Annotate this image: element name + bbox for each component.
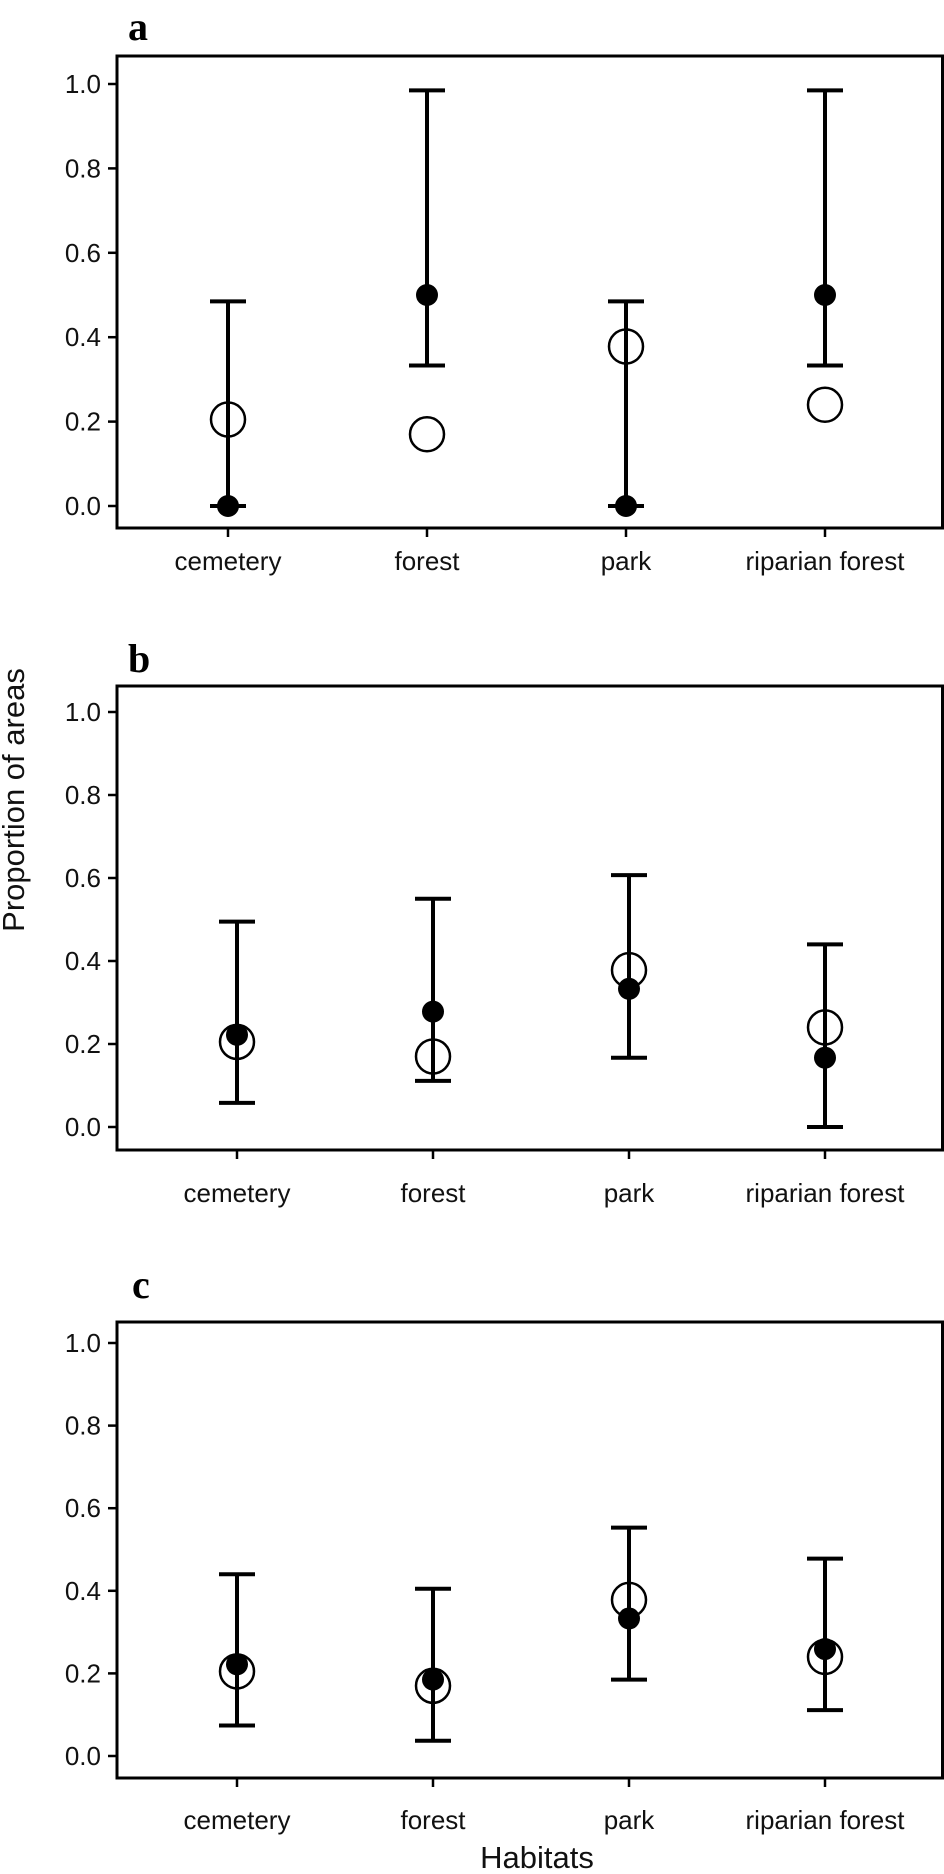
filled-point xyxy=(814,1046,836,1069)
y-tick-label: 1.0 xyxy=(65,697,101,727)
y-tick-label: 0.0 xyxy=(65,491,101,521)
panel-b: b 0.0 0.2 0.4 0.6 0.8 1.0 cemetery forest park rip… xyxy=(65,636,944,1208)
x-axis-title: Habitats xyxy=(480,1840,594,1874)
x-tick-label: riparian forest xyxy=(746,1805,906,1835)
x-tick-label: park xyxy=(604,1178,656,1208)
open-point xyxy=(806,386,844,423)
filled-point xyxy=(422,1668,444,1691)
y-tick-label: 0.8 xyxy=(65,1411,101,1441)
error-bar xyxy=(611,1525,647,1682)
y-tick-label: 0.0 xyxy=(65,1112,101,1142)
y-tick-label: 0.2 xyxy=(65,1658,101,1688)
error-bar xyxy=(807,1556,843,1713)
error-bar xyxy=(219,919,255,1105)
filled-point xyxy=(416,284,438,306)
plot-frame xyxy=(115,684,944,1152)
y-tick-label: 0.2 xyxy=(65,407,101,437)
filled-point xyxy=(422,1000,444,1023)
panel-letter: b xyxy=(128,636,150,681)
error-bar xyxy=(608,299,644,508)
open-point xyxy=(806,1009,844,1046)
x-tick-label: cemetery xyxy=(184,1178,291,1208)
y-tick-label: 0.8 xyxy=(65,153,101,183)
filled-point xyxy=(217,495,239,517)
error-bar xyxy=(807,88,843,368)
x-tick-label: forest xyxy=(400,1178,466,1208)
x-tick-label: park xyxy=(604,1805,656,1835)
filled-point xyxy=(226,1023,248,1046)
open-point xyxy=(414,1038,452,1075)
y-tick-label: 0.4 xyxy=(65,946,101,976)
panel-letter: a xyxy=(128,4,148,49)
filled-point xyxy=(226,1653,248,1676)
filled-point xyxy=(814,1638,836,1661)
y-tick-label: 1.0 xyxy=(65,69,101,99)
plot-frame xyxy=(115,54,944,530)
y-tick-label: 0.2 xyxy=(65,1029,101,1059)
panel-letter: c xyxy=(132,1262,150,1307)
y-tick-label: 0.6 xyxy=(65,1493,101,1523)
y-tick-label: 0.6 xyxy=(65,238,101,268)
panel-a: a 0.0 0.2 0.4 0.6 0.8 1.0 cemetery forest park rip… xyxy=(65,4,944,576)
filled-point xyxy=(618,1607,640,1630)
y-axis-title: Proportion of areas xyxy=(0,668,31,932)
error-bar xyxy=(415,1586,451,1743)
filled-point xyxy=(615,495,637,517)
error-bar xyxy=(409,88,445,368)
x-tick-label: riparian forest xyxy=(746,546,906,576)
error-bar xyxy=(807,942,843,1129)
y-tick-label: 0.8 xyxy=(65,780,101,810)
y-tick-label: 0.6 xyxy=(65,863,101,893)
error-bar xyxy=(611,873,647,1060)
x-tick-label: park xyxy=(601,546,653,576)
y-tick-label: 0.4 xyxy=(65,322,101,352)
error-bar xyxy=(415,896,451,1083)
open-point xyxy=(209,401,247,438)
y-tick-label: 1.0 xyxy=(65,1328,101,1358)
x-tick-label: cemetery xyxy=(184,1805,291,1835)
y-tick-label: 0.4 xyxy=(65,1576,101,1606)
error-bar xyxy=(219,1572,255,1728)
open-point xyxy=(607,328,645,365)
y-tick-label: 0.0 xyxy=(65,1741,101,1771)
x-tick-label: riparian forest xyxy=(746,1178,906,1208)
panel-c: c 0.0 0.2 0.4 0.6 0.8 1.0 cemetery forest park rip… xyxy=(65,1262,944,1835)
open-point xyxy=(408,416,446,453)
filled-point xyxy=(814,284,836,306)
x-tick-label: forest xyxy=(400,1805,466,1835)
x-tick-label: cemetery xyxy=(175,546,282,576)
plot-frame xyxy=(115,1320,944,1780)
filled-point xyxy=(618,977,640,1000)
x-tick-label: forest xyxy=(394,546,460,576)
